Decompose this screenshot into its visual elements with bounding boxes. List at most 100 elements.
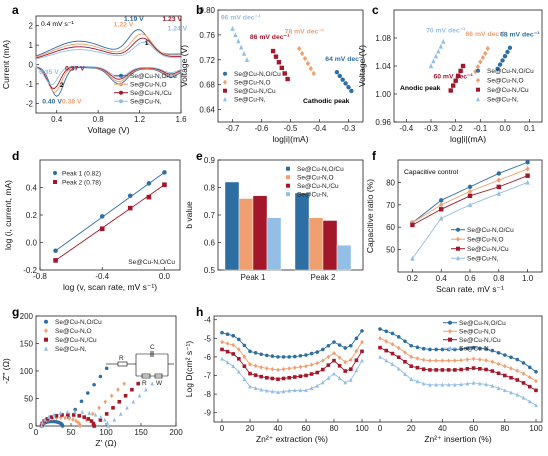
data-point — [433, 53, 439, 59]
data-point — [276, 60, 282, 65]
data-point — [112, 417, 117, 422]
y-tick-label: 0.7 — [204, 211, 216, 220]
y-tick-label: 0.2 — [26, 211, 38, 220]
data-point — [484, 347, 488, 351]
legend-label: Se@Cu-N, — [487, 97, 519, 104]
data-point — [349, 343, 353, 348]
y-tick-label: 80 — [386, 178, 395, 187]
data-point — [434, 368, 438, 372]
data-point — [334, 70, 340, 75]
resistor-icon — [117, 361, 128, 367]
x-tick-label: 0.0 — [159, 272, 171, 281]
peak-type-note: Cathodic peak — [303, 98, 350, 105]
data-point — [293, 375, 297, 379]
data-point — [421, 367, 426, 371]
data-point — [509, 390, 513, 395]
data-point — [497, 62, 503, 67]
data-point — [439, 202, 444, 208]
data-point — [467, 193, 473, 199]
x-tick-label: -0.4 — [399, 124, 413, 133]
data-point — [343, 359, 347, 365]
data-point — [309, 385, 314, 390]
data-point — [465, 367, 470, 371]
x-tick-label: -0.3 — [424, 124, 438, 133]
legend-label: Se@Cu-N,O — [487, 78, 524, 85]
data-point — [421, 357, 426, 363]
data-point — [237, 369, 241, 374]
bar — [224, 181, 240, 271]
data-point — [471, 366, 476, 370]
data-point — [525, 173, 530, 178]
data-point — [521, 381, 526, 385]
y-tick-label: 0.68 — [199, 81, 215, 90]
data-point — [496, 385, 501, 390]
data-point — [428, 368, 432, 372]
data-point — [136, 381, 140, 386]
data-point — [349, 88, 354, 94]
y-tick-label: 0.72 — [199, 56, 215, 65]
data-point — [337, 375, 342, 380]
data-point — [378, 354, 382, 359]
x-tick-label: -0.4 — [313, 124, 327, 133]
bar — [238, 198, 254, 271]
data-point — [259, 374, 263, 379]
data-point — [225, 349, 230, 354]
legend-label: Se@Cu-N,/Cu — [467, 246, 509, 253]
x-tick-label: 0 — [378, 424, 383, 433]
data-point — [459, 382, 463, 387]
data-point — [440, 358, 445, 363]
data-point — [137, 393, 142, 398]
y-axis-label: -Z'' (Ω) — [1, 358, 11, 384]
data-point — [242, 343, 247, 348]
legend-marker — [223, 71, 227, 76]
data-point — [231, 333, 235, 338]
data-point — [281, 366, 286, 372]
x-tick-label: -0.4 — [95, 272, 109, 281]
data-point — [326, 343, 331, 348]
data-point — [396, 335, 401, 339]
x-tick-label: 1.0 — [522, 274, 534, 283]
x-tick-label: -0.2 — [449, 124, 463, 133]
data-point — [431, 58, 436, 64]
y-tick-label: -8 — [204, 390, 212, 399]
data-point — [298, 364, 303, 370]
data-point — [242, 354, 247, 360]
legend-marker — [53, 180, 57, 184]
tafel-slope-label: 86 mV dec⁻¹ — [250, 34, 290, 41]
data-point — [220, 347, 224, 352]
data-point — [360, 329, 364, 333]
y-tick-label: 0.0 — [26, 239, 38, 248]
y-tick-label: 0.9 — [204, 156, 216, 165]
tafel-slope-label: 78 mV dec⁻¹ — [285, 29, 325, 36]
data-point — [80, 409, 85, 414]
data-point — [53, 248, 58, 254]
x-tick-label: -0.6 — [255, 124, 269, 133]
data-point — [446, 382, 451, 387]
data-point — [403, 371, 407, 376]
data-point — [428, 347, 432, 352]
data-point — [248, 371, 252, 376]
data-point — [490, 348, 495, 353]
peak-annotation: 0.37 V — [65, 65, 85, 72]
x-tick-label: 200 — [169, 428, 183, 437]
scan-rate-note: 0.4 mV s⁻¹ — [41, 21, 74, 28]
legend-marker — [476, 68, 480, 73]
legend-marker — [44, 337, 48, 342]
y-tick-label: 50 — [24, 395, 33, 404]
data-point — [43, 417, 47, 422]
bar — [252, 195, 268, 271]
data-point — [242, 376, 247, 382]
legend-marker — [448, 320, 452, 325]
data-point — [270, 354, 275, 358]
legend-label: Se@Cu-N,O — [467, 237, 504, 244]
y-axis-label: Log D(cm² s⁻¹) — [184, 341, 194, 398]
data-point — [453, 78, 458, 83]
data-point — [82, 415, 87, 419]
data-point — [434, 382, 438, 387]
data-point — [87, 410, 92, 415]
y-tick-label: 0.76 — [199, 31, 215, 40]
data-point — [527, 375, 532, 380]
data-point — [349, 377, 353, 382]
data-point — [89, 419, 94, 423]
data-point — [123, 393, 128, 398]
